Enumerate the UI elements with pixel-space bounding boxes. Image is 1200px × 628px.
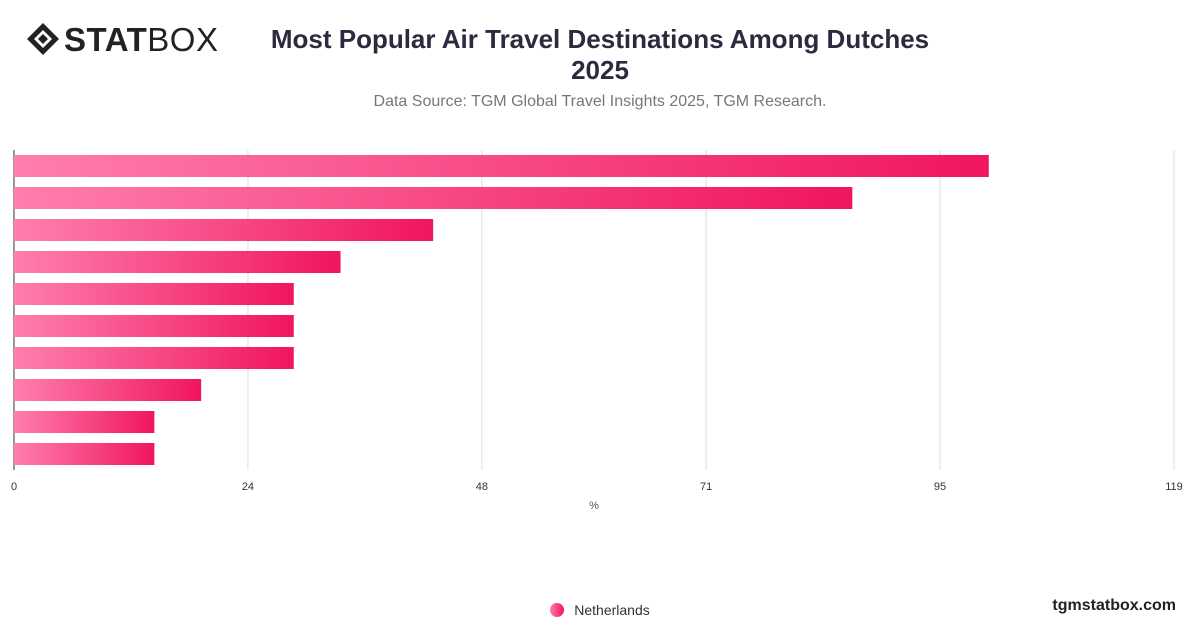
statbox-logo: STATBOX (26, 22, 218, 56)
site-url: tgmstatbox.com (1052, 597, 1176, 614)
bar[interactable] (14, 379, 202, 401)
chart-title: Most Popular Air Travel Destinations Amo… (0, 24, 1200, 86)
x-tick-label: 119 (1165, 481, 1183, 493)
legend[interactable]: Netherlands (0, 602, 1200, 618)
bar[interactable] (14, 347, 294, 369)
x-tick-label: 0 (11, 481, 17, 493)
legend-label: Netherlands (574, 602, 650, 618)
chart-title-line1: Most Popular Air Travel Destinations Amo… (270, 24, 930, 54)
bar[interactable] (14, 315, 294, 337)
chart-title-line2: 2025 (571, 55, 629, 85)
chart-subtitle: Data Source: TGM Global Travel Insights … (373, 93, 827, 110)
x-axis-label: % (589, 500, 599, 512)
bar[interactable] (14, 155, 989, 177)
statbox-diamond-icon (27, 23, 59, 55)
legend-marker-icon (550, 603, 565, 617)
bar[interactable] (14, 219, 434, 241)
x-tick-label: 95 (934, 481, 946, 493)
x-tick-label: 24 (242, 481, 254, 493)
bar[interactable] (14, 251, 341, 273)
x-axis-ticks: 0 24 48 71 95 119 (11, 481, 1183, 493)
bar[interactable] (14, 411, 155, 433)
bars (14, 155, 989, 465)
logo-text-light: BOX (147, 20, 219, 58)
bar[interactable] (14, 283, 294, 305)
x-tick-label: 71 (700, 481, 712, 493)
bar[interactable] (14, 187, 853, 209)
logo-text-bold: STAT (64, 20, 148, 58)
bar[interactable] (14, 443, 155, 465)
x-tick-label: 48 (476, 481, 488, 493)
logo-wordmark: STATBOX (64, 23, 218, 56)
